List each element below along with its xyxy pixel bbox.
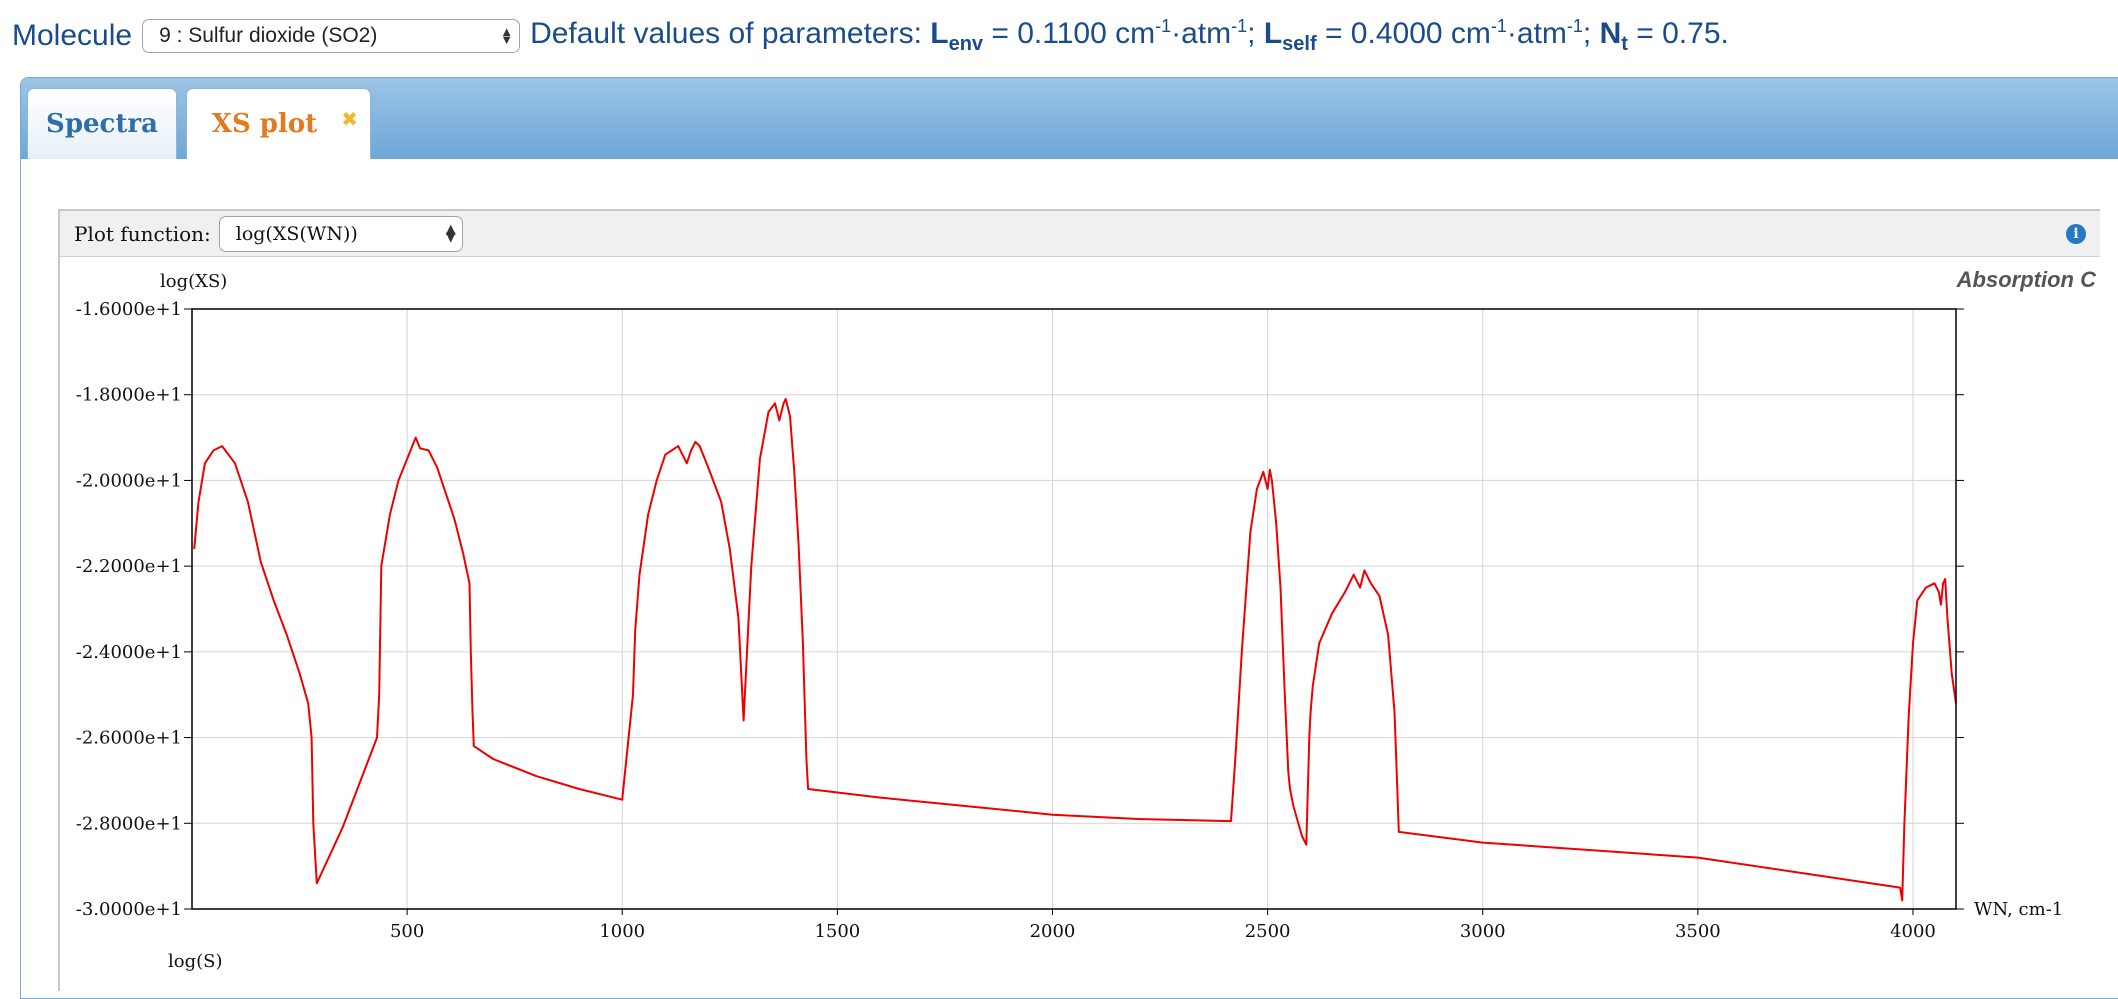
tab-xs-plot-label: XS plot: [211, 109, 318, 139]
next-panel-label: log(S): [168, 951, 223, 971]
y-tick-label: -2.8000e+1: [76, 813, 182, 834]
plot-function-value: log(XS(WN)): [235, 222, 358, 245]
plot-panel: Plot function: log(XS(WN)) ▲ ▼ i 500 1000 1…: [58, 209, 2100, 991]
select-arrows-icon: ▲ ▼: [445, 221, 456, 245]
chart-ticks: 500 1000 1500 2000 2500 3000 3500 4000 -1.6000e+…: [76, 299, 1964, 942]
chart-title: Absorption C: [1956, 267, 2097, 292]
molecule-select-value: 9 : Sulfur dioxide (SO2): [159, 24, 378, 47]
tab-spectra[interactable]: Spectra: [27, 88, 177, 159]
x-tick-label: 3500: [1675, 921, 1721, 942]
y-axis-label: log(XS): [160, 271, 227, 292]
molecule-select[interactable]: 9 : Sulfur dioxide (SO2) ▲ ▼: [142, 19, 521, 53]
x-tick-label: 500: [390, 921, 424, 942]
x-tick-label: 4000: [1890, 921, 1936, 942]
plot-function-label: Plot function:: [74, 221, 211, 246]
x-tick-label: 2000: [1030, 921, 1076, 942]
x-tick-label: 2500: [1245, 921, 1291, 942]
xs-chart[interactable]: 500 1000 1500 2000 2500 3000 3500 4000 -1.6000e+…: [60, 211, 2100, 971]
molecule-bar: Molecule 9 : Sulfur dioxide (SO2) ▲ ▼ Def…: [12, 14, 1729, 58]
xs-series-line-0: [193, 398, 1957, 902]
y-tick-label: -2.2000e+1: [76, 556, 182, 577]
y-tick-label: -2.6000e+1: [76, 728, 182, 749]
default-parameters-text: Default values of parameters: Lenv = 0.1…: [530, 16, 1729, 55]
plot-toolbar: Plot function: log(XS(WN)) ▲ ▼ i: [60, 211, 2100, 257]
y-tick-label: -2.0000e+1: [76, 470, 182, 491]
x-tick-label: 1500: [814, 921, 860, 942]
plot-function-select[interactable]: log(XS(WN)) ▲ ▼: [218, 215, 463, 252]
y-tick-label: -1.8000e+1: [76, 385, 182, 406]
x-tick-label: 3000: [1460, 921, 1506, 942]
plot-frame: [191, 308, 1957, 910]
y-tick-label: -1.6000e+1: [76, 299, 182, 320]
tab-header: Spectra XS plot ✖: [21, 78, 2118, 159]
y-tick-label: -2.4000e+1: [76, 642, 182, 663]
tab-xs-plot[interactable]: XS plot ✖: [186, 88, 371, 159]
info-icon[interactable]: i: [2066, 224, 2086, 244]
x-tick-label: 1000: [599, 921, 645, 942]
close-icon[interactable]: ✖: [341, 107, 358, 131]
x-axis-label: WN, cm-1: [1974, 899, 2063, 920]
molecule-label: Molecule: [12, 19, 133, 52]
chart-series: [193, 398, 1957, 902]
select-arrows-icon: ▲ ▼: [500, 24, 514, 47]
y-tick-label: -3.0000e+1: [76, 899, 182, 920]
tab-spectra-label: Spectra: [46, 109, 158, 139]
chart-grid: [192, 308, 1956, 910]
